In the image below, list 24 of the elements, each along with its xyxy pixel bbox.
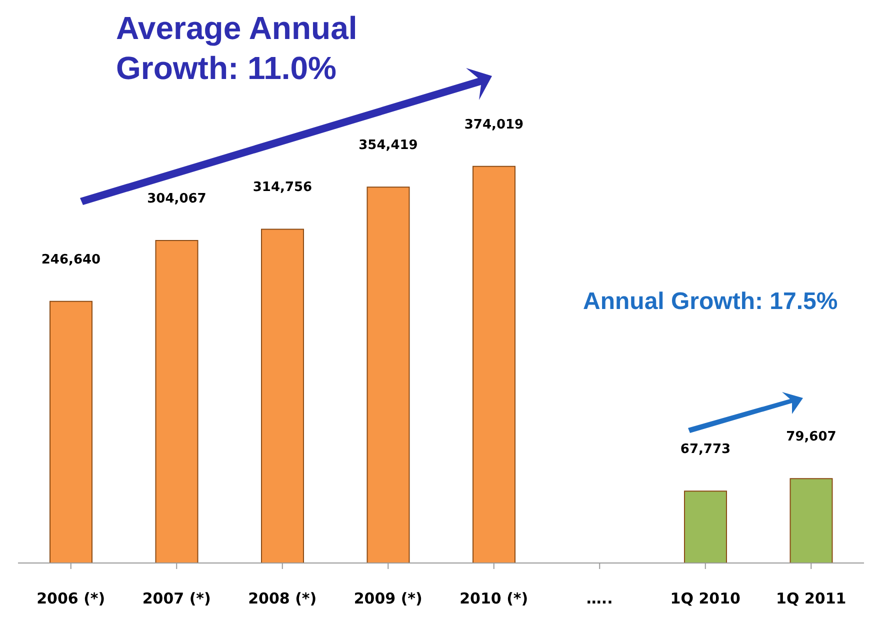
x-tick-label: 2008 (*) — [248, 590, 317, 608]
data-label: 304,067 — [147, 192, 206, 207]
bar — [50, 300, 92, 564]
bar — [790, 478, 833, 564]
x-tick-label: 2007 (*) — [142, 590, 211, 608]
data-label: 246,640 — [41, 252, 101, 268]
data-label: 374,019 — [464, 117, 524, 132]
bar — [684, 490, 727, 564]
data-label: 354,419 — [358, 138, 418, 154]
x-tick-label: 2009 (*) — [354, 590, 422, 608]
bar — [472, 166, 516, 564]
bar — [261, 228, 304, 564]
data-label: 314,756 — [252, 180, 312, 196]
x-tick-label: 2006 (*) — [36, 590, 106, 608]
annotation: Annual Growth: 17.5% — [583, 288, 839, 316]
x-tick-label: 2010 (*) — [460, 590, 528, 608]
bar — [366, 186, 410, 564]
x-tick-label: 1Q 2010 — [670, 590, 740, 608]
data-label: 79,607 — [786, 430, 836, 445]
bar — [155, 240, 198, 564]
x-tick-label: 1Q 2011 — [776, 590, 846, 608]
text: Average Annual Growth: 11.0% — [116, 9, 358, 88]
data-label: 67,773 — [680, 442, 731, 458]
x-tick-label: ….. — [586, 590, 613, 608]
